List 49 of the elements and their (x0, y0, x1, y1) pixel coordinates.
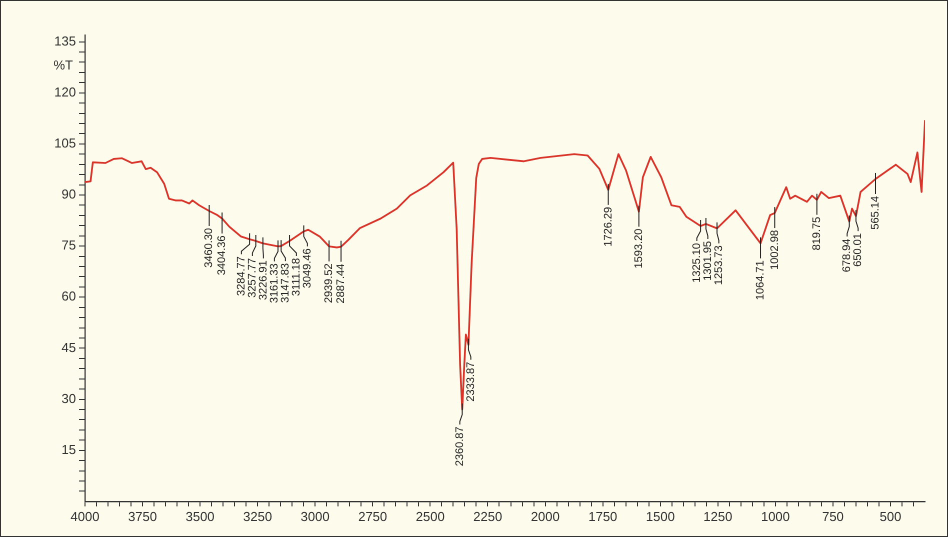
x-tick-label: 500 (880, 508, 902, 524)
annotation: 1301.95 (702, 240, 714, 281)
x-tick-label: 3000 (300, 508, 330, 524)
annotation: 2887.44 (335, 264, 348, 304)
annotation: 3226.91 (257, 260, 270, 300)
annotation: 3111.18 (290, 258, 302, 296)
x-tick-label: 750 (822, 508, 844, 524)
annotation: 3460.30 (203, 228, 216, 268)
annotation: 2333.87 (464, 362, 477, 402)
annotation: 3257.77 (246, 258, 258, 298)
x-tick-label: 1500 (646, 508, 675, 524)
annotation: 565.14 (870, 196, 882, 230)
y-tick-label: 15 (62, 442, 76, 457)
y-tick-label: 60 (62, 288, 76, 304)
y-tick-label: 30 (62, 390, 76, 406)
annotation: 1253.73 (712, 245, 725, 286)
x-tick-label: 3750 (128, 508, 157, 524)
annotation: 678.94 (841, 238, 854, 272)
annotation: 2939.52 (323, 263, 336, 304)
y-tick-label: 90 (62, 186, 76, 202)
y-axis-title: %T (54, 57, 74, 72)
y-tick-label: 45 (62, 340, 76, 355)
annotation: 1064.71 (754, 260, 767, 300)
annotation: 650.01 (852, 233, 864, 267)
annotation: 1002.98 (768, 230, 781, 270)
annotation: 3404.36 (216, 235, 228, 276)
annotation: 3049.46 (301, 248, 314, 288)
x-tick-label: 3250 (243, 508, 272, 524)
annotation: 1726.29 (602, 206, 614, 247)
annotation: 3147.83 (279, 263, 292, 303)
x-tick-label: 2250 (473, 508, 502, 524)
annotation: 3284.77 (235, 256, 248, 296)
annotation: 2360.87 (454, 426, 466, 466)
x-tick-label: 1750 (588, 508, 618, 524)
x-tick-label: 2750 (358, 508, 388, 524)
x-tick-label: 3500 (186, 508, 215, 524)
x-tick-label: 4000 (70, 508, 100, 524)
x-tick-label: 2500 (416, 508, 445, 524)
x-tick-label: 1250 (703, 508, 732, 524)
y-tick-label: 105 (54, 136, 76, 151)
y-tick-label: 120 (54, 84, 76, 100)
x-tick-label: 1000 (760, 508, 790, 524)
x-tick-label: 2000 (530, 508, 560, 524)
y-tick-label: 135 (54, 33, 76, 48)
annotation: 1593.20 (632, 228, 645, 268)
annotation: 3161.33 (268, 263, 280, 304)
annotation: 819.75 (810, 216, 823, 250)
y-tick-label: 75 (62, 238, 76, 253)
annotation: 1325.10 (690, 242, 703, 283)
